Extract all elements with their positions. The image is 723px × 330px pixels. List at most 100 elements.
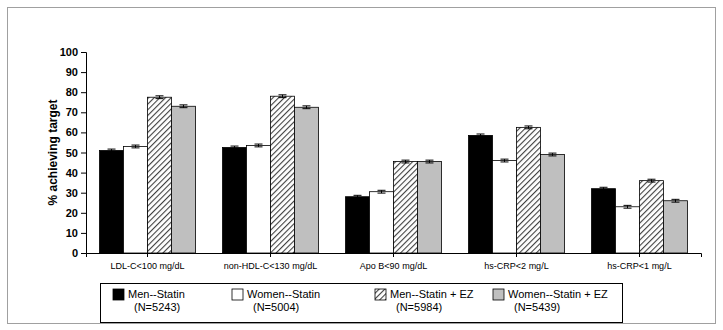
legend-label: Men--Statin(N=5243) [128, 288, 185, 313]
y-tick-mark [81, 193, 86, 194]
x-tick: hs-CRP<1 mg/L [607, 253, 671, 271]
bar [394, 162, 418, 253]
y-tick: 0 [72, 247, 86, 259]
y-tick: 50 [66, 147, 86, 159]
y-tick-label: 30 [66, 187, 78, 199]
legend-item: Women--Statin + EZ(N=5439) [493, 288, 608, 313]
y-tick: 30 [66, 187, 86, 199]
y-tick: 10 [66, 227, 86, 239]
error-bar [624, 205, 632, 208]
y-tick-mark [81, 253, 86, 254]
y-tick-label: 10 [66, 227, 78, 239]
x-axis: LDL-C<100 mg/dL non-HDL-C<130 mg/dL Apo B<… [87, 253, 702, 271]
error-bar [278, 95, 286, 98]
y-tick: 20 [66, 207, 86, 219]
series [124, 144, 640, 253]
y-tick: 40 [66, 167, 86, 179]
x-tick: non-HDL-C<130 mg/dL [224, 253, 317, 271]
y-tick: 60 [66, 126, 86, 138]
chart: 0 10 20 30 40 50 60 70 80 90 100 LDL-C<100 mg/dL non… [0, 0, 723, 330]
legend-swatch [375, 289, 386, 300]
y-tick: 100 [60, 46, 86, 58]
x-tick-mark [147, 253, 148, 257]
bar [100, 150, 124, 253]
legend-label: Men--Statin + EZ(N=5984) [390, 288, 474, 313]
y-tick-label: 100 [60, 46, 78, 58]
error-bar [132, 145, 140, 148]
x-tick-mark [516, 253, 517, 257]
y-tick-label: 50 [66, 147, 78, 159]
bar [616, 207, 640, 253]
series [171, 105, 687, 253]
y-tick-mark [81, 92, 86, 93]
legend-box [101, 284, 623, 323]
y-tick-mark [81, 72, 86, 73]
error-bar [255, 144, 263, 147]
y-tick-mark [81, 112, 86, 113]
error-bar [378, 190, 386, 193]
legend-item: Men--Statin(N=5243) [113, 288, 185, 313]
bar [171, 106, 195, 253]
error-bar [108, 149, 116, 152]
legend-swatch [232, 289, 243, 300]
y-tick: 90 [66, 66, 86, 78]
x-tick-label: LDL-C<100 mg/dL [111, 261, 185, 271]
y-tick-label: 80 [66, 86, 78, 98]
y-tick-label: 40 [66, 167, 78, 179]
error-bar [425, 160, 433, 163]
y-tick: 70 [66, 106, 86, 118]
error-bar [354, 195, 362, 198]
legend-swatch [493, 289, 504, 300]
bar [540, 155, 564, 253]
y-tick-label: 90 [66, 66, 78, 78]
bar [271, 96, 295, 253]
error-bar [548, 153, 556, 156]
y-axis: 0 10 20 30 40 50 60 70 80 90 100 [60, 46, 87, 259]
error-bar [231, 146, 239, 149]
bar [663, 201, 687, 253]
legend-item: Men--Statin + EZ(N=5984) [375, 288, 474, 313]
bar [346, 197, 370, 253]
error-bar [179, 105, 187, 108]
legend-label: Women--Statin(N=5004) [247, 288, 320, 313]
y-tick-label: 20 [66, 207, 78, 219]
x-tick-mark [639, 253, 640, 257]
y-tick-mark [81, 213, 86, 214]
x-tick-mark [393, 253, 394, 257]
series [148, 95, 664, 253]
y-tick-mark [81, 173, 86, 174]
error-bar [600, 187, 608, 190]
x-axis-line [87, 254, 702, 258]
x-tick-label: non-HDL-C<130 mg/dL [224, 261, 317, 271]
bar [294, 107, 318, 253]
chart-frame [8, 8, 716, 324]
y-tick-mark [81, 153, 86, 154]
bar [493, 161, 517, 253]
y-tick-label: 60 [66, 126, 78, 138]
error-bar [671, 199, 679, 202]
x-tick: hs-CRP<2 mg/L [484, 253, 548, 271]
y-axis-line [81, 53, 87, 254]
error-bar [401, 160, 409, 163]
bar [640, 181, 664, 253]
bar [417, 162, 441, 253]
legend: Men--Statin(N=5243) Women--Statin(N=5004)… [101, 284, 623, 323]
legend-label: Women--Statin + EZ(N=5439) [508, 288, 608, 313]
marks [100, 95, 688, 253]
bar [469, 135, 493, 253]
y-tick-mark [81, 52, 86, 53]
x-tick-label: Apo B<90 mg/dL [360, 261, 427, 271]
error-bar [302, 106, 310, 109]
bar [592, 189, 616, 253]
x-tick-label: hs-CRP<2 mg/L [484, 261, 548, 271]
y-tick: 80 [66, 86, 86, 98]
y-tick-label: 70 [66, 106, 78, 118]
y-axis-title: % achieving target [46, 99, 60, 205]
bar [370, 192, 394, 253]
x-tick-mark [270, 253, 271, 257]
x-tick: Apo B<90 mg/dL [360, 253, 427, 271]
error-bar [501, 159, 509, 162]
error-bar [155, 96, 163, 99]
x-tick-label: hs-CRP<1 mg/L [607, 261, 671, 271]
y-tick-label: 0 [72, 247, 78, 259]
